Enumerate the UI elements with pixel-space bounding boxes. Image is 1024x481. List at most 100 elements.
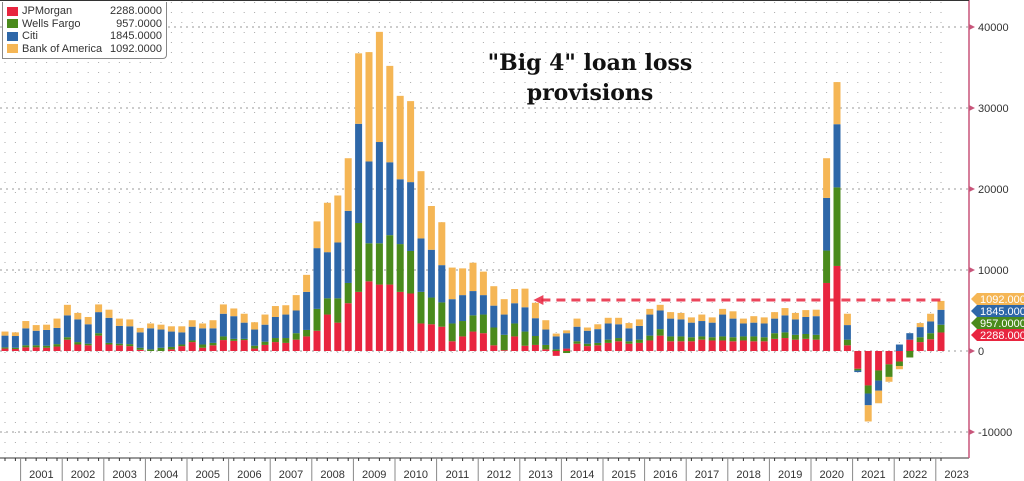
bar-segment-wells-fargo bbox=[729, 337, 737, 342]
bar-segment-citi bbox=[199, 328, 207, 345]
bar-segment-citi bbox=[251, 329, 259, 346]
bar-segment-wells-fargo bbox=[490, 327, 498, 346]
bar-segment-wells-fargo bbox=[396, 244, 404, 292]
bar-segment-citi bbox=[386, 162, 394, 236]
bar-segment-jpmorgan bbox=[167, 349, 175, 351]
bar-segment-jpmorgan bbox=[625, 343, 633, 351]
x-tick-label: 2015 bbox=[612, 469, 636, 481]
bar-segment-citi bbox=[1, 335, 9, 348]
x-tick-label: 2014 bbox=[570, 469, 594, 481]
bar-segment-wells-fargo bbox=[802, 333, 810, 339]
bar-segment-wells-fargo bbox=[916, 337, 924, 343]
bar-segment-bank-of-america bbox=[771, 312, 779, 319]
bar-segment-jpmorgan bbox=[656, 335, 664, 351]
bar-segment-citi bbox=[823, 197, 831, 251]
bar-segment-citi bbox=[646, 314, 654, 336]
bar-segment-wells-fargo bbox=[355, 223, 363, 292]
bar-segment-citi bbox=[635, 325, 643, 340]
bar-segment-wells-fargo bbox=[625, 341, 633, 344]
bar-segment-jpmorgan bbox=[365, 281, 373, 351]
bar-segment-jpmorgan bbox=[43, 347, 51, 351]
bar-segment-jpmorgan bbox=[407, 293, 415, 351]
bar-segment-bank-of-america bbox=[334, 195, 342, 243]
bar-segment-bank-of-america bbox=[271, 306, 279, 317]
bar-segment-jpmorgan bbox=[615, 341, 623, 351]
bar-segment-bank-of-america bbox=[396, 95, 404, 180]
bar-segment-citi bbox=[230, 316, 238, 339]
x-tick-label: 2010 bbox=[404, 469, 428, 481]
bar-segment-bank-of-america bbox=[635, 319, 643, 326]
bar-segment-wells-fargo bbox=[563, 351, 571, 354]
bar-segment-jpmorgan bbox=[521, 345, 529, 351]
bar-segment-jpmorgan bbox=[459, 336, 467, 351]
bar-segment-jpmorgan bbox=[490, 345, 498, 351]
bar-segment-wells-fargo bbox=[708, 337, 716, 341]
bar-segment-bank-of-america bbox=[167, 326, 175, 332]
bar-segment-jpmorgan bbox=[303, 336, 311, 351]
bar-segment-bank-of-america bbox=[781, 308, 789, 316]
bar-segment-bank-of-america bbox=[511, 289, 519, 304]
bar-segment-jpmorgan bbox=[885, 351, 893, 365]
last-value-tag bbox=[971, 305, 1024, 317]
bar-segment-bank-of-america bbox=[739, 318, 747, 324]
bar-segment-citi bbox=[136, 332, 144, 348]
bar-segment-bank-of-america bbox=[615, 317, 623, 325]
bar-segment-citi bbox=[105, 317, 113, 343]
bar-segment-citi bbox=[563, 333, 571, 349]
bar-segment-wells-fargo bbox=[74, 342, 82, 345]
bar-segment-jpmorgan bbox=[739, 340, 747, 351]
bar-segment-citi bbox=[469, 291, 477, 316]
x-tick-label: 2018 bbox=[736, 469, 760, 481]
bar-segment-bank-of-america bbox=[552, 333, 560, 337]
x-tick-label: 2021 bbox=[861, 469, 885, 481]
bar-segment-wells-fargo bbox=[760, 337, 768, 342]
bar-segment-jpmorgan bbox=[32, 347, 40, 351]
bar-segment-wells-fargo bbox=[656, 329, 664, 336]
bar-segment-jpmorgan bbox=[292, 339, 300, 351]
bar-segment-wells-fargo bbox=[573, 341, 581, 344]
bar-segment-wells-fargo bbox=[511, 323, 519, 337]
bar-segment-citi bbox=[261, 324, 269, 342]
x-tick-label: 2009 bbox=[362, 469, 386, 481]
bar-segment-jpmorgan bbox=[677, 341, 685, 351]
x-tick-label: 2022 bbox=[903, 469, 927, 481]
bar-segment-wells-fargo bbox=[157, 347, 165, 351]
bar-segment-citi bbox=[63, 315, 71, 338]
bar-segment-citi bbox=[656, 310, 664, 330]
bar-segment-jpmorgan bbox=[500, 350, 508, 351]
bar-segment-wells-fargo bbox=[594, 342, 602, 346]
bar-segment-bank-of-america bbox=[84, 316, 92, 325]
last-value-label: 1845.0000 bbox=[980, 306, 1024, 318]
bar-segment-jpmorgan bbox=[531, 344, 539, 351]
bar-segment-wells-fargo bbox=[407, 250, 415, 294]
bar-segment-citi bbox=[292, 310, 300, 334]
bar-segment-wells-fargo bbox=[739, 336, 747, 341]
bar-segment-bank-of-america bbox=[698, 314, 706, 322]
bar-segment-wells-fargo bbox=[698, 336, 706, 340]
x-tick-label: 2011 bbox=[446, 469, 470, 481]
bar-segment-jpmorgan bbox=[854, 351, 862, 369]
bar-segment-citi bbox=[667, 318, 675, 337]
legend-label: Wells Fargo bbox=[22, 17, 81, 30]
bar-segment-bank-of-america bbox=[53, 318, 61, 328]
bar-segment-wells-fargo bbox=[261, 341, 269, 345]
bar-segment-wells-fargo bbox=[11, 347, 19, 349]
bar-segment-citi bbox=[698, 321, 706, 337]
bar-segment-wells-fargo bbox=[303, 329, 311, 337]
bar-segment-citi bbox=[542, 329, 550, 345]
bar-segment-wells-fargo bbox=[667, 336, 675, 342]
bar-segment-bank-of-america bbox=[823, 158, 831, 198]
bar-segment-wells-fargo bbox=[282, 338, 290, 343]
legend-item-wells-fargo: Wells Fargo 957.0000 bbox=[7, 18, 162, 31]
bar-segment-wells-fargo bbox=[542, 344, 550, 350]
x-tick-label: 2012 bbox=[487, 469, 511, 481]
bar-segment-wells-fargo bbox=[147, 349, 155, 351]
legend-value: 2288.0000 bbox=[110, 5, 162, 18]
bar-segment-bank-of-america bbox=[656, 304, 664, 311]
bar-segment-wells-fargo bbox=[167, 346, 175, 350]
bar-segment-wells-fargo bbox=[552, 349, 560, 351]
bar-segment-wells-fargo bbox=[427, 297, 435, 325]
bar-segment-bank-of-america bbox=[791, 312, 799, 320]
